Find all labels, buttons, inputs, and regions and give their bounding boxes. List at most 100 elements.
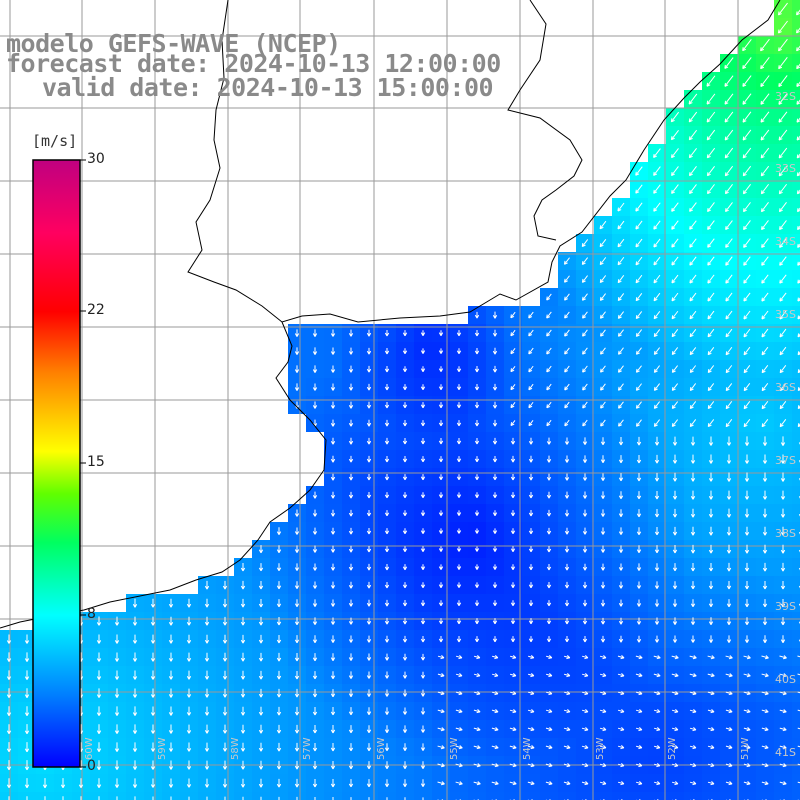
wind-speed-cell xyxy=(792,738,800,756)
wind-vector-arrow xyxy=(528,437,534,445)
wind-vector-arrow xyxy=(6,688,12,698)
longitude-label: 56W xyxy=(376,737,387,760)
wind-vector-arrow xyxy=(330,743,336,752)
wind-vector-arrow xyxy=(330,617,336,625)
wind-vector-arrow xyxy=(6,652,12,662)
wind-vector-arrow xyxy=(563,257,570,265)
wind-vector-arrow xyxy=(420,528,426,534)
wind-vector-arrow xyxy=(744,508,750,518)
wind-vector-arrow xyxy=(743,418,751,428)
wind-speed-cell xyxy=(792,180,800,198)
wind-vector-arrow xyxy=(599,293,607,301)
wind-vector-arrow xyxy=(258,581,264,590)
wind-vector-arrow xyxy=(150,670,156,680)
wind-vector-arrow xyxy=(600,617,606,625)
wind-vector-arrow xyxy=(725,745,733,750)
wind-vector-arrow xyxy=(546,365,552,373)
wind-vector-arrow xyxy=(653,419,660,427)
wind-vector-arrow xyxy=(312,365,318,373)
wind-vector-arrow xyxy=(725,365,733,374)
wind-vector-arrow xyxy=(420,366,426,372)
wind-vector-arrow xyxy=(114,652,120,662)
wind-vector-arrow xyxy=(456,330,462,337)
wind-vector-arrow xyxy=(708,635,714,643)
wind-speed-cell xyxy=(792,144,800,162)
wind-vector-arrow xyxy=(420,618,426,625)
wind-vector-arrow xyxy=(760,202,769,213)
wind-vector-arrow xyxy=(474,311,480,319)
wind-vector-arrow xyxy=(132,652,138,662)
wind-vector-arrow xyxy=(671,419,679,427)
wind-vector-arrow xyxy=(654,490,660,500)
wind-vector-arrow xyxy=(743,673,751,678)
wind-vector-arrow xyxy=(564,527,570,535)
wind-vector-arrow xyxy=(402,707,408,715)
wind-vector-arrow xyxy=(618,563,624,571)
wind-vector-arrow xyxy=(204,760,210,770)
wind-vector-arrow xyxy=(744,617,750,626)
wind-vector-arrow xyxy=(780,617,786,626)
wind-speed-cell xyxy=(792,450,800,468)
wind-vector-arrow xyxy=(348,707,354,716)
wind-vector-arrow xyxy=(366,437,372,445)
wind-vector-arrow xyxy=(618,383,624,391)
wind-vector-arrow xyxy=(366,455,372,463)
wind-vector-arrow xyxy=(384,671,390,679)
wind-vector-arrow xyxy=(635,691,643,696)
wind-vector-arrow xyxy=(761,383,769,392)
wind-speed-cell xyxy=(630,792,648,800)
wind-speed-cell xyxy=(72,792,90,800)
wind-vector-arrow xyxy=(708,544,714,554)
wind-vector-arrow xyxy=(654,454,660,464)
wind-vector-arrow xyxy=(456,546,462,552)
wind-vector-arrow xyxy=(600,527,606,535)
wind-vector-arrow xyxy=(312,509,318,517)
wind-vector-arrow xyxy=(510,546,516,552)
wind-vector-arrow xyxy=(600,599,606,607)
wind-vector-arrow xyxy=(312,545,318,553)
wind-vector-arrow xyxy=(510,311,516,319)
wind-speed-cell xyxy=(180,792,198,800)
wind-vector-arrow xyxy=(24,742,30,753)
wind-vector-arrow xyxy=(168,742,174,752)
wind-vector-arrow xyxy=(689,220,697,230)
wind-vector-arrow xyxy=(671,365,679,373)
wind-vector-arrow xyxy=(276,617,282,626)
wind-speed-cell xyxy=(792,558,800,576)
wind-vector-arrow xyxy=(437,727,445,732)
wind-vector-arrow xyxy=(635,293,643,302)
wind-vector-arrow xyxy=(312,706,318,716)
wind-vector-arrow xyxy=(294,383,300,391)
wind-vector-arrow xyxy=(760,165,770,177)
wind-vector-arrow xyxy=(402,510,408,517)
wind-vector-arrow xyxy=(744,454,750,464)
wind-vector-arrow xyxy=(743,310,751,320)
wind-vector-arrow xyxy=(672,617,678,625)
wind-vector-arrow xyxy=(96,616,102,626)
wind-vector-arrow xyxy=(726,472,732,482)
wind-vector-arrow xyxy=(744,490,750,500)
wind-vector-arrow xyxy=(528,311,534,319)
wind-vector-arrow xyxy=(474,636,480,643)
wind-vector-arrow xyxy=(671,184,679,194)
wind-vector-arrow xyxy=(635,274,643,284)
colorbar-tick-label: 30 xyxy=(87,151,105,167)
wind-speed-cell xyxy=(792,0,800,18)
wind-vector-arrow xyxy=(474,654,481,660)
wind-vector-arrow xyxy=(779,256,787,266)
wind-vector-arrow xyxy=(671,673,679,678)
wind-vector-arrow xyxy=(724,111,734,123)
wind-vector-arrow xyxy=(438,510,444,516)
wind-vector-arrow xyxy=(779,401,787,410)
wind-vector-arrow xyxy=(24,760,30,771)
wind-speed-cell xyxy=(144,792,162,800)
wind-speed-cell xyxy=(792,540,800,558)
wind-speed-cell xyxy=(684,792,702,800)
wind-vector-arrow xyxy=(725,655,733,660)
wind-vector-arrow xyxy=(672,599,678,607)
wind-vector-arrow xyxy=(474,510,480,516)
wind-vector-arrow xyxy=(564,654,571,660)
wind-vector-arrow xyxy=(312,724,318,734)
wind-vector-arrow xyxy=(779,238,787,248)
wind-vector-arrow xyxy=(330,761,336,770)
